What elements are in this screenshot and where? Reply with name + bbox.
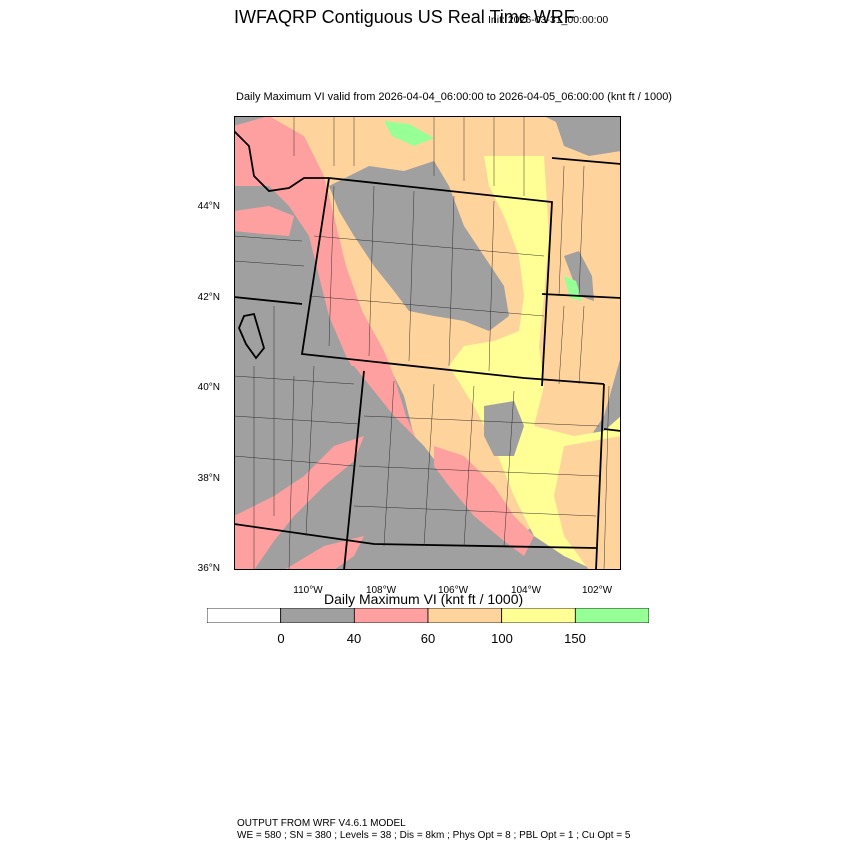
field-green-2: [564, 276, 582, 301]
colorbar: [207, 608, 649, 623]
colorbar-label-40: 40: [346, 631, 362, 646]
colorbar-swatch: [280, 608, 355, 623]
lat-label-38: 38°N: [197, 473, 220, 484]
county-lines: [234, 116, 610, 570]
colorbar-swatch: [207, 608, 282, 623]
colorbar-label-0: 0: [277, 631, 285, 646]
field-gray-sd: [564, 251, 594, 301]
vi-map: [234, 116, 621, 570]
field-pink-id: [234, 206, 294, 236]
field-pink-nw: [234, 131, 259, 176]
colorbar-swatch: [427, 608, 503, 623]
field-gray-basin: [329, 161, 509, 331]
state-boundaries: [234, 130, 621, 570]
colorbar-label-150: 150: [564, 631, 586, 646]
lon-label-102: 102°W: [581, 585, 613, 596]
init-time: Init: 2026-03-31_00:00:00: [488, 14, 609, 26]
lat-label-42: 42°N: [197, 292, 220, 303]
lon-label-106: 106°W: [437, 585, 469, 596]
field-gray-ne: [554, 116, 621, 156]
field-gray-front-range: [484, 401, 524, 456]
footer-line-1: OUTPUT FROM WRF V4.6.1 MODEL: [237, 818, 406, 829]
lon-label-104: 104°W: [510, 585, 542, 596]
field-orange-se: [554, 436, 621, 570]
map-frame: [234, 116, 621, 570]
map-subtitle: Daily Maximum VI valid from 2026-04-04_0…: [236, 91, 672, 103]
field-pink-front-range: [434, 446, 534, 556]
field-green-1: [384, 121, 434, 146]
colorbar-label-60: 60: [420, 631, 436, 646]
colorbar-swatch: [501, 608, 576, 623]
colorbar-label-100: 100: [491, 631, 513, 646]
main-title: IWFAQRP Contiguous US Real Time WRF: [234, 7, 575, 27]
lat-label-36: 36°N: [197, 563, 220, 574]
field-pink-sw: [234, 436, 364, 570]
colorbar-swatch: [574, 608, 649, 623]
field-gray-south: [234, 366, 534, 570]
lat-label-44: 44°N: [197, 201, 220, 212]
model-footer: OUTPUT FROM WRF V4.6.1 MODEL WE = 580 ; …: [237, 818, 630, 842]
colorbar-title: Daily Maximum VI (knt ft / 1000): [324, 591, 524, 607]
lat-label-40: 40°N: [197, 382, 220, 393]
footer-line-2: WE = 580 ; SN = 380 ; Levels = 38 ; Dis …: [237, 830, 631, 841]
colorbar-swatch: [353, 608, 429, 623]
lon-label-110: 110°W: [293, 585, 323, 596]
lon-label-108: 108°W: [365, 585, 397, 596]
